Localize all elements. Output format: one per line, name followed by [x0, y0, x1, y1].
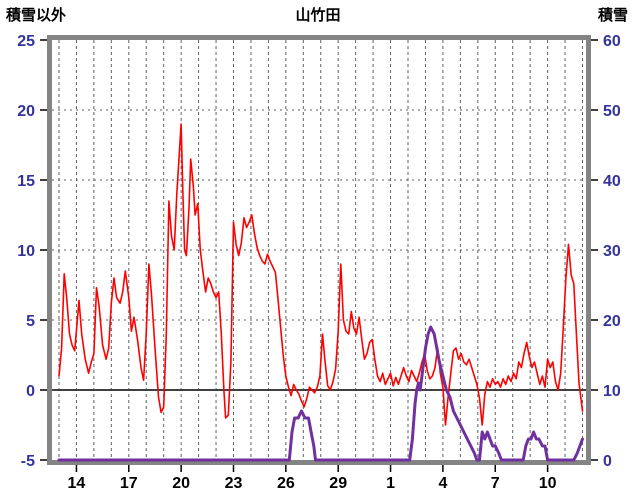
svg-text:29: 29	[329, 475, 347, 492]
svg-text:20: 20	[172, 475, 190, 492]
svg-text:14: 14	[68, 475, 86, 492]
svg-text:15: 15	[17, 173, 35, 190]
right-axis-title: 積雪	[597, 7, 628, 24]
svg-text:1: 1	[386, 475, 395, 492]
svg-text:10: 10	[17, 243, 35, 260]
svg-text:26: 26	[277, 475, 295, 492]
svg-text:25: 25	[17, 33, 35, 50]
svg-text:4: 4	[438, 475, 447, 492]
svg-text:7: 7	[491, 475, 500, 492]
left-axis-title: 積雪以外	[6, 7, 67, 24]
svg-text:0: 0	[26, 383, 35, 400]
svg-text:10: 10	[603, 383, 621, 400]
svg-text:20: 20	[17, 103, 35, 120]
svg-text:50: 50	[603, 103, 621, 120]
chart-title: 山竹田	[295, 7, 341, 24]
svg-text:5: 5	[26, 313, 35, 330]
svg-text:17: 17	[120, 475, 138, 492]
svg-text:23: 23	[225, 475, 243, 492]
svg-text:60: 60	[603, 33, 621, 50]
svg-text:30: 30	[603, 243, 621, 260]
svg-text:10: 10	[539, 475, 557, 492]
svg-text:-5: -5	[21, 453, 35, 470]
svg-text:0: 0	[603, 453, 612, 470]
svg-text:40: 40	[603, 173, 621, 190]
svg-text:20: 20	[603, 313, 621, 330]
